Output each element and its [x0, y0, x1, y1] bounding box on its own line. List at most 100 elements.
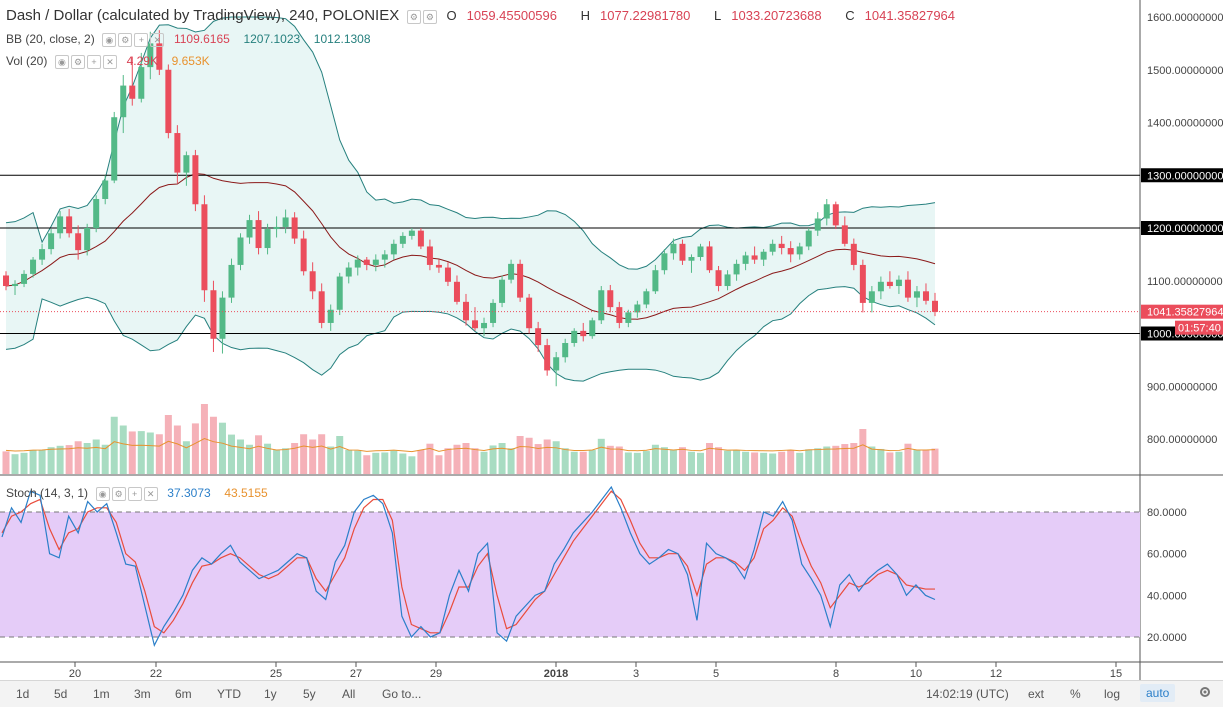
- settings-icon[interactable]: ⚙: [111, 487, 126, 502]
- candle: [598, 290, 605, 321]
- volume-bar: [74, 441, 82, 474]
- volume-bar: [769, 453, 777, 474]
- volume-ma-line: [5, 437, 936, 453]
- ohlc-values: O 1059.45500596 H 1077.22981780 L 1033.2072…: [446, 8, 956, 23]
- compare-icon[interactable]: ⚙: [422, 10, 437, 25]
- log-toggle[interactable]: log: [1104, 687, 1121, 701]
- volume-bar: [787, 450, 795, 474]
- range-1d[interactable]: 1d: [16, 687, 30, 701]
- candle: [850, 243, 857, 265]
- candle: [12, 283, 19, 287]
- symbol-title[interactable]: Dash / Dollar (calculated by TradingView…: [6, 7, 400, 24]
- candle: [832, 204, 839, 226]
- range-3m[interactable]: 3m: [134, 687, 151, 701]
- candle: [706, 246, 713, 271]
- add-icon[interactable]: +: [127, 487, 142, 502]
- candle: [607, 290, 614, 308]
- stoch-k-line: [1, 485, 936, 648]
- ext-toggle[interactable]: ext: [1028, 687, 1045, 701]
- volume-bar: [895, 451, 903, 474]
- close-icon[interactable]: ✕: [143, 487, 158, 502]
- candle: [499, 279, 506, 303]
- price-pane: [0, 16, 1140, 474]
- candle: [661, 253, 668, 271]
- candle: [571, 330, 578, 343]
- candle: [877, 281, 884, 292]
- volume-bar: [678, 447, 686, 474]
- volume-bar: [29, 450, 37, 474]
- volume-bar: [227, 434, 235, 474]
- candle: [3, 275, 9, 287]
- countdown-badge: [1175, 320, 1223, 335]
- close-icon[interactable]: ✕: [150, 33, 165, 48]
- volume-bar: [715, 447, 723, 474]
- volume-bar: [363, 455, 371, 474]
- price-tick-label: 1500.00000000: [1147, 65, 1223, 77]
- volume-bar: [408, 456, 416, 474]
- settings-icon[interactable]: ⚙: [406, 10, 421, 25]
- close-icon[interactable]: ✕: [102, 55, 117, 70]
- volume-bar: [868, 446, 876, 474]
- add-icon[interactable]: +: [86, 55, 101, 70]
- candle: [57, 216, 64, 234]
- goto-button[interactable]: Go to...: [382, 687, 422, 701]
- gear-icon[interactable]: [1198, 685, 1212, 699]
- bb-label[interactable]: BB (20, close, 2): [6, 32, 95, 46]
- eye-icon[interactable]: ◉: [102, 33, 117, 48]
- volume-bar: [462, 443, 470, 474]
- candle: [697, 246, 704, 258]
- eye-icon[interactable]: ◉: [95, 487, 110, 502]
- range-1m[interactable]: 1m: [93, 687, 110, 701]
- stoch-legend: Stoch (14, 3, 1) ◉ ⚙ + ✕ 37.3073 43.5155: [6, 485, 268, 502]
- volume-bar: [624, 452, 632, 474]
- volume-bar: [273, 450, 281, 474]
- time-tick-label: 5: [713, 668, 719, 680]
- volume-bar: [300, 434, 308, 474]
- price-tick-label: 1300.00000000: [1147, 170, 1223, 182]
- candle: [192, 155, 199, 205]
- volume-bar: [850, 443, 858, 474]
- candle: [237, 237, 244, 265]
- symbol-header: Dash / Dollar (calculated by TradingView…: [6, 7, 975, 25]
- volume-bar: [552, 441, 560, 474]
- volume-bar: [146, 432, 154, 474]
- bb-controls: ◉ ⚙ + ✕: [102, 32, 166, 48]
- high-value: 1077.22981780: [600, 8, 691, 23]
- auto-toggle[interactable]: auto: [1140, 684, 1176, 702]
- price-tick-label: 1600.00000000: [1147, 12, 1223, 24]
- settings-icon[interactable]: ⚙: [118, 33, 133, 48]
- range-all[interactable]: All: [342, 687, 356, 701]
- stoch-tick-label: 40.0000: [1147, 590, 1187, 602]
- axes: 1600.00000000 1500.00000000 1400.00000000 1…: [69, 12, 1223, 680]
- volume-bar: [246, 444, 254, 474]
- candle: [129, 85, 136, 99]
- eye-icon[interactable]: ◉: [54, 55, 69, 70]
- volume-bar: [570, 451, 578, 474]
- percent-toggle[interactable]: %: [1070, 687, 1081, 701]
- stoch-label[interactable]: Stoch (14, 3, 1): [6, 486, 89, 500]
- volume-bar: [516, 436, 524, 474]
- candle: [39, 249, 46, 260]
- candle: [481, 322, 488, 329]
- volume-bar: [218, 422, 226, 474]
- clock-readout[interactable]: 14:02:19 (UTC): [926, 687, 1009, 701]
- volume-bar: [579, 451, 587, 474]
- candle: [562, 342, 569, 358]
- candle: [778, 243, 785, 249]
- chart-canvas[interactable]: 1600.00000000 1500.00000000 1400.00000000 1…: [0, 0, 1223, 680]
- time-tick-label: 20: [69, 668, 81, 680]
- range-5d[interactable]: 5d: [54, 687, 68, 701]
- range-5y[interactable]: 5y: [303, 687, 316, 701]
- range-1y[interactable]: 1y: [264, 687, 277, 701]
- time-tick-label: 8: [833, 668, 839, 680]
- range-6m[interactable]: 6m: [175, 687, 192, 701]
- vol-controls: ◉ ⚙ + ✕: [54, 54, 119, 70]
- volume-bar: [390, 450, 398, 474]
- range-ytd[interactable]: YTD: [217, 687, 241, 701]
- price-tick-label: 800.00000000: [1147, 434, 1217, 446]
- candle: [246, 220, 253, 238]
- add-icon[interactable]: +: [134, 33, 149, 48]
- settings-icon[interactable]: ⚙: [70, 55, 85, 70]
- candle: [390, 243, 397, 255]
- vol-label[interactable]: Vol (20): [6, 54, 48, 68]
